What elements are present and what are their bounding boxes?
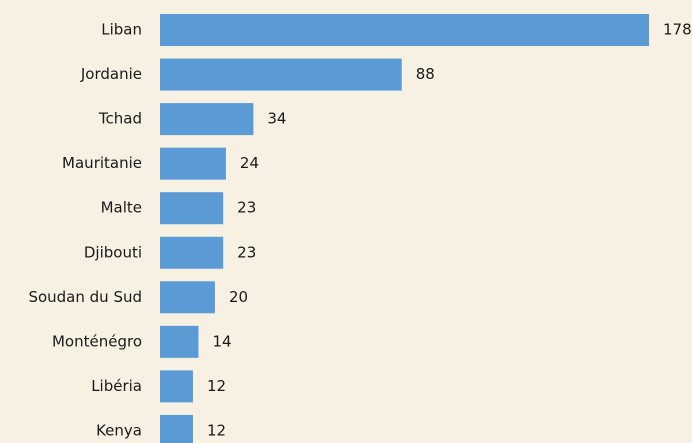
bar: [160, 103, 254, 136]
bar: [160, 14, 649, 46]
value-label: 23: [237, 243, 256, 261]
value-label: 14: [212, 332, 231, 350]
value-label: 34: [267, 110, 286, 128]
value-label: 20: [229, 288, 248, 306]
value-label: 23: [237, 199, 256, 217]
category-label: Liban: [101, 21, 142, 39]
bar: [160, 58, 402, 91]
category-label: Libéria: [91, 377, 142, 395]
category-label: Monténégro: [52, 332, 142, 350]
category-label: Jordanie: [80, 65, 142, 83]
category-label: Soudan du Sud: [28, 288, 142, 306]
bar: [160, 236, 224, 269]
bar: [160, 414, 193, 443]
bar: [160, 192, 224, 225]
value-label: 178: [663, 21, 692, 39]
bar: [160, 147, 226, 180]
category-label: Malte: [101, 199, 142, 217]
category-label: Kenya: [96, 421, 142, 439]
category-label: Mauritanie: [62, 154, 142, 172]
bar: [160, 325, 199, 358]
value-label: 12: [207, 421, 226, 439]
value-label: 88: [416, 65, 435, 83]
bar: [160, 281, 215, 314]
category-label: Tchad: [98, 110, 142, 128]
bar: [160, 370, 193, 403]
value-label: 24: [240, 154, 259, 172]
category-label: Djibouti: [84, 243, 142, 261]
value-label: 12: [207, 377, 226, 395]
